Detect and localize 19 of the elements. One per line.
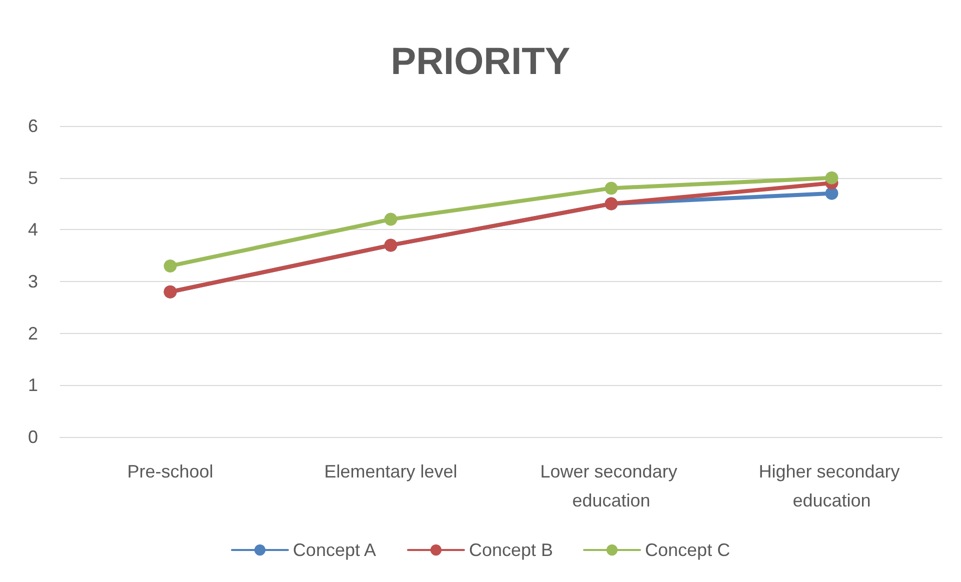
- x-tick-label: Higher secondary education: [758, 462, 905, 510]
- y-tick-label: 3: [28, 272, 38, 292]
- point: [384, 212, 398, 226]
- y-tick-label: 1: [28, 375, 38, 396]
- x-tick-label: Pre-school: [127, 462, 214, 482]
- legend-label: Concept A: [292, 540, 376, 560]
- legend-label: Concept C: [645, 540, 730, 560]
- y-tick-label: 4: [28, 220, 38, 240]
- legend-label: Concept B: [468, 540, 554, 560]
- y-tick-label: 5: [28, 168, 38, 188]
- x-tick-label: Lower secondary education: [540, 462, 682, 510]
- point: [164, 259, 177, 272]
- point: [825, 171, 838, 184]
- y-tick-label: 6: [28, 116, 38, 136]
- y-tick-label: 2: [28, 323, 38, 344]
- chart-title: PRIORITY: [390, 41, 570, 83]
- y-tick-label: 0: [28, 427, 38, 447]
- point: [604, 182, 618, 195]
- x-tick-label: Elementary level: [324, 462, 458, 482]
